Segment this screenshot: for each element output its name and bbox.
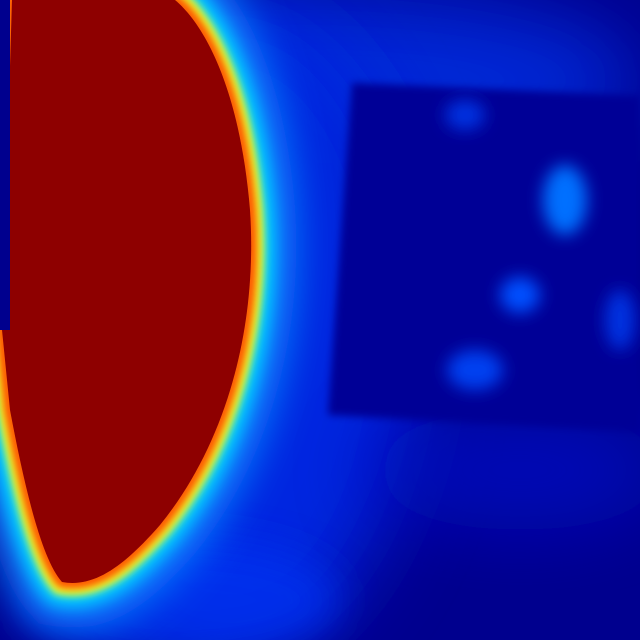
left-edge: [0, 0, 10, 330]
dark-square: [328, 83, 640, 432]
hot-region: [2, 0, 251, 583]
